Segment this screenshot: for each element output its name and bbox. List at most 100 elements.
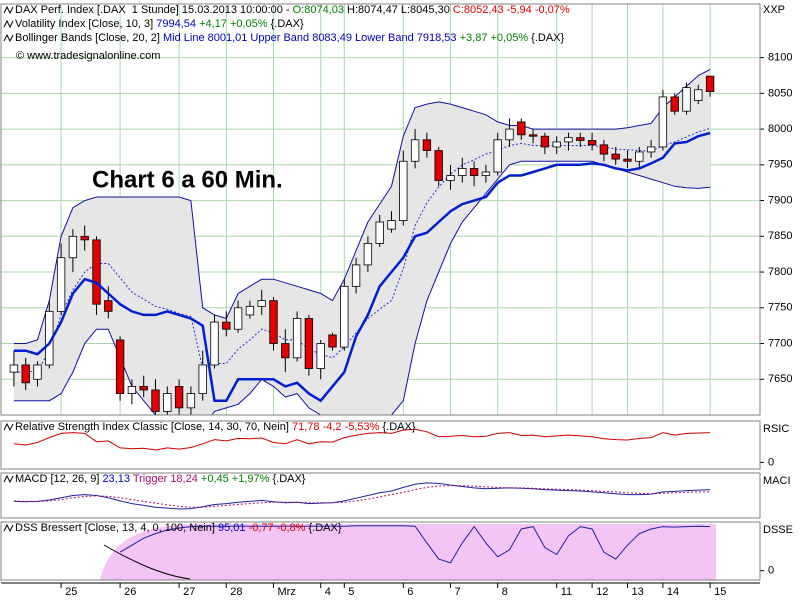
candle-body bbox=[446, 175, 455, 181]
candle-body bbox=[587, 140, 597, 146]
legend-segment: 7994,54 bbox=[156, 18, 196, 30]
legend-segment: {.DAX} bbox=[268, 18, 304, 30]
legend-segment: 95,01 bbox=[218, 522, 246, 534]
candle-body bbox=[33, 364, 42, 380]
candle-body bbox=[469, 167, 479, 176]
x-tick-label: 28 bbox=[230, 586, 242, 598]
legend-segment: Volatility Index [Close, 10, 3] bbox=[15, 18, 156, 30]
candle-body bbox=[127, 386, 137, 394]
candle-body bbox=[9, 364, 19, 373]
x-tick-label: 25 bbox=[65, 586, 77, 598]
price-panel-frame bbox=[0, 3, 761, 416]
candle-body bbox=[528, 134, 538, 137]
legend-segment: {.DAX} bbox=[528, 32, 564, 44]
candle-body bbox=[434, 150, 443, 181]
x-tick-label: 7 bbox=[455, 586, 461, 598]
legend-segment: +0,45 +1,97% bbox=[198, 473, 270, 485]
y-tick-label: 7950 bbox=[768, 159, 792, 171]
y-tick-label: 7900 bbox=[768, 194, 792, 206]
series-line bbox=[13, 68, 711, 344]
legend-segment: {.DAX} bbox=[379, 421, 415, 433]
candle-body bbox=[375, 221, 384, 244]
candle-body bbox=[222, 321, 231, 330]
candle-body bbox=[387, 220, 396, 230]
candle-body bbox=[670, 96, 679, 112]
x-tick-label: Mrz bbox=[278, 586, 296, 598]
series-line bbox=[13, 131, 711, 403]
y-tick-label: 8050 bbox=[768, 87, 792, 99]
legend-line: DAX Perf. Index [.DAX 1 Stunde] 15.03.20… bbox=[15, 4, 570, 16]
legend-segment: DAX Perf. Index [.DAX 1 Stunde] 15.03.20… bbox=[15, 4, 293, 16]
dss-panel-frame bbox=[0, 521, 761, 581]
legend-segment: +3,87 +0,05% bbox=[457, 32, 529, 44]
candle-body bbox=[328, 334, 337, 348]
x-tick-label: 15 bbox=[714, 586, 726, 598]
candle-body bbox=[481, 171, 491, 176]
candle-body bbox=[292, 318, 302, 359]
series-line bbox=[119, 525, 711, 564]
y-tick-label: 0 bbox=[768, 456, 774, 468]
x-tick-label: 12 bbox=[596, 586, 608, 598]
legend-icon bbox=[3, 19, 14, 29]
candle-body bbox=[705, 75, 715, 93]
x-tick-label: 26 bbox=[124, 586, 136, 598]
candle-body bbox=[186, 393, 196, 409]
candle-body bbox=[151, 389, 160, 412]
series-line bbox=[13, 428, 711, 451]
series-line bbox=[13, 482, 711, 510]
x-tick-label: 27 bbox=[183, 586, 195, 598]
copyright: © www.tradesignalonline.com bbox=[16, 50, 160, 62]
legend-segment: Mid Line 8001,01 Upper Band 8083,49 Lowe… bbox=[163, 32, 457, 44]
axis-label: DSSE bbox=[763, 524, 793, 536]
candle-body bbox=[21, 364, 30, 384]
candle-body bbox=[458, 167, 467, 176]
panel-plot bbox=[13, 428, 711, 451]
candle-body bbox=[611, 153, 620, 160]
legend-segment: 71,78 -4,2 -5,53% bbox=[292, 421, 380, 433]
candle-body bbox=[422, 139, 432, 151]
legend-segment: {.DAX} bbox=[305, 522, 341, 534]
candle-body bbox=[646, 146, 656, 153]
candle-body bbox=[576, 137, 585, 141]
candle-body bbox=[80, 235, 89, 241]
axis-label: XXP bbox=[763, 4, 785, 16]
x-tick-label: 4 bbox=[325, 586, 331, 598]
candle-body bbox=[517, 121, 526, 136]
candle-body bbox=[351, 264, 361, 287]
y-tick-label: 7800 bbox=[768, 266, 792, 278]
legend-segment: Bollinger Bands [Close, 20, 2] bbox=[15, 32, 163, 44]
candle-body bbox=[635, 151, 644, 162]
axis-label: RSIC bbox=[763, 423, 789, 435]
legend-segment: Trigger 18,24 bbox=[130, 473, 198, 485]
axis-label: MACI bbox=[763, 475, 791, 487]
x-tick-label: 13 bbox=[632, 586, 644, 598]
legend-segment: Relative Strength Index Classic [Close, … bbox=[15, 421, 292, 433]
candle-body bbox=[623, 158, 632, 162]
y-tick-label: 0 bbox=[768, 565, 774, 577]
candle-body bbox=[564, 137, 573, 143]
legend-segment: 23,13 bbox=[102, 473, 130, 485]
candle-body bbox=[410, 139, 420, 162]
x-tick-label: 11 bbox=[561, 586, 572, 598]
macd-panel-frame bbox=[0, 472, 761, 519]
candle-body bbox=[115, 339, 125, 394]
candle-body bbox=[56, 257, 66, 312]
candle-body bbox=[104, 300, 113, 312]
dss-fill bbox=[100, 524, 716, 580]
legend-icon bbox=[3, 5, 14, 15]
legend-icon bbox=[3, 523, 14, 533]
panel-plot bbox=[13, 482, 711, 510]
band-fill bbox=[13, 69, 711, 415]
x-tick-label: 8 bbox=[502, 586, 508, 598]
legend-icon bbox=[3, 474, 14, 484]
legend-line: Bollinger Bands [Close, 20, 2] Mid Line … bbox=[15, 32, 565, 44]
panel-plot bbox=[1, 4, 760, 415]
y-tick-label: 7700 bbox=[768, 337, 792, 349]
legend-segment: H:8074,47 L:8045,30 bbox=[344, 4, 453, 16]
legend-line: DSS Bressert [Close, 13, 4, 0, 100, Nein… bbox=[15, 522, 342, 534]
candle-body bbox=[92, 239, 101, 305]
candle-body bbox=[682, 87, 691, 112]
legend-icon bbox=[3, 33, 14, 43]
legend-segment: +4,17 +0,05% bbox=[196, 18, 268, 30]
